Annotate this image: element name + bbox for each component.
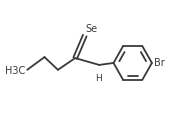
Text: H3C: H3C: [5, 66, 25, 76]
Text: H: H: [95, 74, 102, 83]
Text: Se: Se: [86, 24, 98, 34]
Text: Br: Br: [154, 58, 165, 68]
